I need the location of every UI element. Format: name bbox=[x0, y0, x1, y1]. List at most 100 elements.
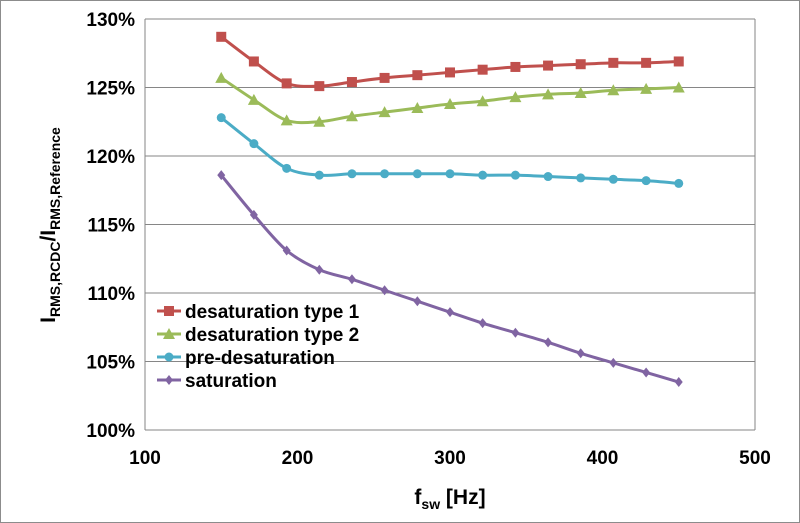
data-point-saturation bbox=[282, 245, 291, 256]
data-point-saturation bbox=[478, 318, 487, 329]
data-point-desaturation-type-1 bbox=[281, 78, 292, 89]
y-axis-title-sep: /I bbox=[37, 230, 60, 242]
data-point-desaturation-type-1 bbox=[248, 56, 259, 67]
data-point-desaturation-type-1 bbox=[314, 81, 325, 92]
data-point-pre-desaturation bbox=[216, 113, 226, 123]
legend-label-desaturation-type-1: desaturation type 1 bbox=[185, 302, 360, 323]
y-axis-title-part1: I bbox=[37, 317, 60, 323]
data-point-saturation bbox=[544, 337, 553, 348]
data-point-pre-desaturation bbox=[608, 174, 618, 184]
data-point-desaturation-type-1 bbox=[543, 60, 554, 71]
data-point-desaturation-type-1 bbox=[510, 61, 521, 72]
data-point-desaturation-type-2 bbox=[574, 86, 587, 98]
legend-item-saturation: saturation bbox=[157, 371, 277, 392]
data-point-desaturation-type-2 bbox=[444, 97, 456, 109]
data-point-desaturation-type-2 bbox=[509, 91, 522, 103]
data-point-saturation bbox=[347, 274, 356, 285]
legend-item-pre-desaturation: pre-desaturation bbox=[157, 348, 335, 369]
legend-label-pre-desaturation: pre-desaturation bbox=[185, 348, 335, 369]
data-point-saturation bbox=[380, 285, 389, 296]
data-point-saturation bbox=[217, 170, 226, 181]
legend-label-desaturation-type-2: desaturation type 2 bbox=[185, 325, 359, 346]
data-point-desaturation-type-2 bbox=[640, 82, 653, 94]
data-point-desaturation-type-1 bbox=[346, 77, 357, 88]
data-point-desaturation-type-2 bbox=[247, 93, 260, 105]
data-point-saturation bbox=[674, 377, 683, 388]
data-point-pre-desaturation bbox=[282, 163, 292, 173]
data-point-desaturation-type-1 bbox=[412, 70, 423, 81]
x-tick-label: 300 bbox=[434, 448, 466, 469]
x-axis-title-main: f bbox=[414, 486, 422, 509]
legend-item-desaturation-type-2: desaturation type 2 bbox=[157, 325, 359, 346]
data-point-desaturation-type-1 bbox=[575, 59, 586, 70]
data-point-desaturation-type-2 bbox=[476, 95, 489, 107]
data-point-saturation bbox=[642, 367, 651, 378]
x-tick-labels: 100 200 300 400 500 bbox=[129, 448, 771, 469]
data-point-saturation bbox=[511, 327, 520, 338]
data-point-saturation bbox=[315, 264, 324, 275]
x-axis-title-unit: [Hz] bbox=[440, 486, 486, 509]
legend-label-saturation: saturation bbox=[185, 371, 277, 392]
data-point-desaturation-type-2 bbox=[215, 71, 228, 83]
data-point-desaturation-type-1 bbox=[216, 31, 227, 42]
x-tick-label: 200 bbox=[282, 448, 314, 469]
data-point-desaturation-type-2 bbox=[542, 88, 555, 100]
y-axis-title: IRMS,RCDC/IRMS,Reference bbox=[37, 127, 63, 323]
y-tick-label: 125% bbox=[86, 79, 135, 100]
data-point-pre-desaturation bbox=[576, 173, 586, 183]
x-tick-label: 500 bbox=[739, 448, 771, 469]
legend-marker-desaturation-type-1 bbox=[164, 306, 174, 316]
y-tick-labels: 100% 105% 110% 115% 120% 125% 130% bbox=[86, 10, 135, 442]
data-point-desaturation-type-2 bbox=[378, 106, 391, 118]
legend-marker-saturation bbox=[165, 375, 173, 385]
data-point-pre-desaturation bbox=[445, 169, 455, 179]
data-point-desaturation-type-1 bbox=[608, 57, 619, 68]
data-point-pre-desaturation bbox=[641, 176, 651, 186]
data-point-desaturation-type-2 bbox=[672, 81, 685, 93]
data-point-desaturation-type-1 bbox=[379, 72, 390, 83]
data-point-desaturation-type-2 bbox=[345, 110, 358, 122]
data-point-desaturation-type-2 bbox=[313, 115, 326, 127]
data-point-saturation bbox=[446, 307, 454, 318]
data-point-desaturation-type-2 bbox=[607, 84, 620, 96]
legend-marker-pre-desaturation bbox=[164, 352, 174, 362]
data-point-desaturation-type-1 bbox=[445, 67, 455, 78]
data-point-saturation bbox=[609, 357, 618, 368]
data-point-saturation bbox=[413, 296, 422, 307]
data-point-saturation bbox=[576, 348, 585, 359]
series-group bbox=[215, 31, 685, 388]
y-tick-label: 100% bbox=[86, 421, 135, 442]
y-tick-label: 105% bbox=[86, 353, 135, 374]
data-point-pre-desaturation bbox=[478, 170, 488, 180]
data-point-pre-desaturation bbox=[543, 172, 553, 182]
series-desaturation-type-1 bbox=[216, 31, 684, 92]
data-point-pre-desaturation bbox=[674, 178, 684, 188]
y-tick-label: 120% bbox=[86, 147, 135, 168]
data-point-pre-desaturation bbox=[314, 170, 324, 180]
data-point-pre-desaturation bbox=[510, 170, 520, 180]
data-point-desaturation-type-2 bbox=[411, 102, 424, 114]
series-desaturation-type-2 bbox=[215, 71, 685, 127]
data-point-pre-desaturation bbox=[347, 169, 357, 179]
data-point-desaturation-type-1 bbox=[477, 64, 488, 75]
x-axis-title: fsw [Hz] bbox=[414, 486, 485, 512]
data-point-pre-desaturation bbox=[412, 169, 422, 179]
x-axis-title-sub: sw bbox=[421, 496, 440, 512]
data-point-desaturation-type-2 bbox=[280, 114, 293, 126]
x-tick-label: 400 bbox=[587, 448, 619, 469]
data-point-pre-desaturation bbox=[249, 139, 259, 149]
axes bbox=[144, 19, 755, 431]
data-point-saturation bbox=[249, 209, 258, 220]
legend-item-desaturation-type-1: desaturation type 1 bbox=[157, 302, 360, 323]
series-pre-desaturation bbox=[216, 113, 684, 188]
y-tick-label: 110% bbox=[87, 284, 135, 305]
data-point-pre-desaturation bbox=[380, 169, 390, 179]
x-tick-label: 100 bbox=[129, 448, 161, 469]
y-axis-title-sub1: RMS,RCDC bbox=[47, 242, 63, 317]
series-saturation bbox=[217, 170, 683, 388]
y-tick-label: 130% bbox=[86, 10, 135, 31]
legend-marker-desaturation-type-2 bbox=[163, 328, 175, 339]
data-point-desaturation-type-1 bbox=[673, 56, 684, 67]
